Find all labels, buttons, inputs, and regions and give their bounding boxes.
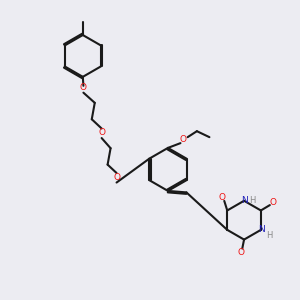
Text: N: N xyxy=(241,196,248,205)
Text: O: O xyxy=(238,248,244,256)
Text: O: O xyxy=(270,198,277,207)
Text: O: O xyxy=(218,194,225,202)
Text: H: H xyxy=(266,231,272,240)
Text: O: O xyxy=(98,128,105,137)
Text: H: H xyxy=(249,196,256,205)
Text: O: O xyxy=(80,83,87,92)
Text: O: O xyxy=(113,173,120,182)
Text: N: N xyxy=(258,225,265,234)
Text: O: O xyxy=(180,135,187,144)
